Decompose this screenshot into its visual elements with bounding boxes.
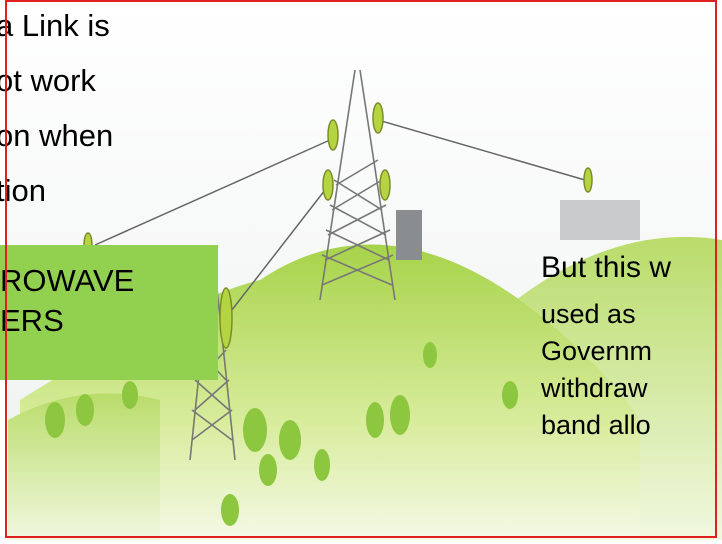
text-line: band allo bbox=[541, 412, 671, 449]
right-text: But this w used as Governm withdraw band… bbox=[541, 253, 671, 449]
text-line: ot work bbox=[0, 65, 113, 120]
dishe-part bbox=[328, 120, 338, 150]
label-box: ROWAVE ERS bbox=[0, 245, 218, 380]
left-text: a Link is ot work on when tion bbox=[0, 10, 113, 230]
text-line: on when bbox=[0, 120, 113, 175]
text-line: ROWAVE bbox=[0, 263, 134, 299]
tree-part bbox=[314, 449, 330, 481]
text-line: a Link is bbox=[0, 10, 113, 65]
tree-part bbox=[259, 454, 277, 486]
tree-part bbox=[243, 408, 267, 452]
tree-part bbox=[279, 420, 301, 460]
text-line: But this w bbox=[541, 253, 671, 301]
dishe-part bbox=[220, 288, 232, 348]
tree-part bbox=[502, 381, 518, 409]
building bbox=[396, 210, 422, 260]
page: Microwave towers slide {"left_text": {"l… bbox=[0, 0, 722, 544]
text-line: Governm bbox=[541, 338, 671, 375]
tree-part bbox=[45, 402, 65, 438]
tree-part bbox=[76, 394, 94, 426]
dishe-part bbox=[373, 103, 383, 133]
dishe-part bbox=[380, 170, 390, 200]
tree-part bbox=[423, 342, 437, 368]
tree-part bbox=[366, 402, 384, 438]
text-line: ERS bbox=[0, 303, 64, 339]
text-line: withdraw bbox=[541, 375, 671, 412]
tree-part bbox=[122, 381, 138, 409]
tree-part bbox=[221, 494, 239, 526]
dishe-part bbox=[323, 170, 333, 200]
building bbox=[560, 200, 640, 240]
tree-part bbox=[390, 395, 410, 435]
slide: a Link is ot work on when tion ROWAVE ER… bbox=[0, 0, 722, 544]
dishe-part bbox=[584, 168, 592, 192]
text-line: tion bbox=[0, 175, 113, 230]
text-line: used as bbox=[541, 301, 671, 338]
